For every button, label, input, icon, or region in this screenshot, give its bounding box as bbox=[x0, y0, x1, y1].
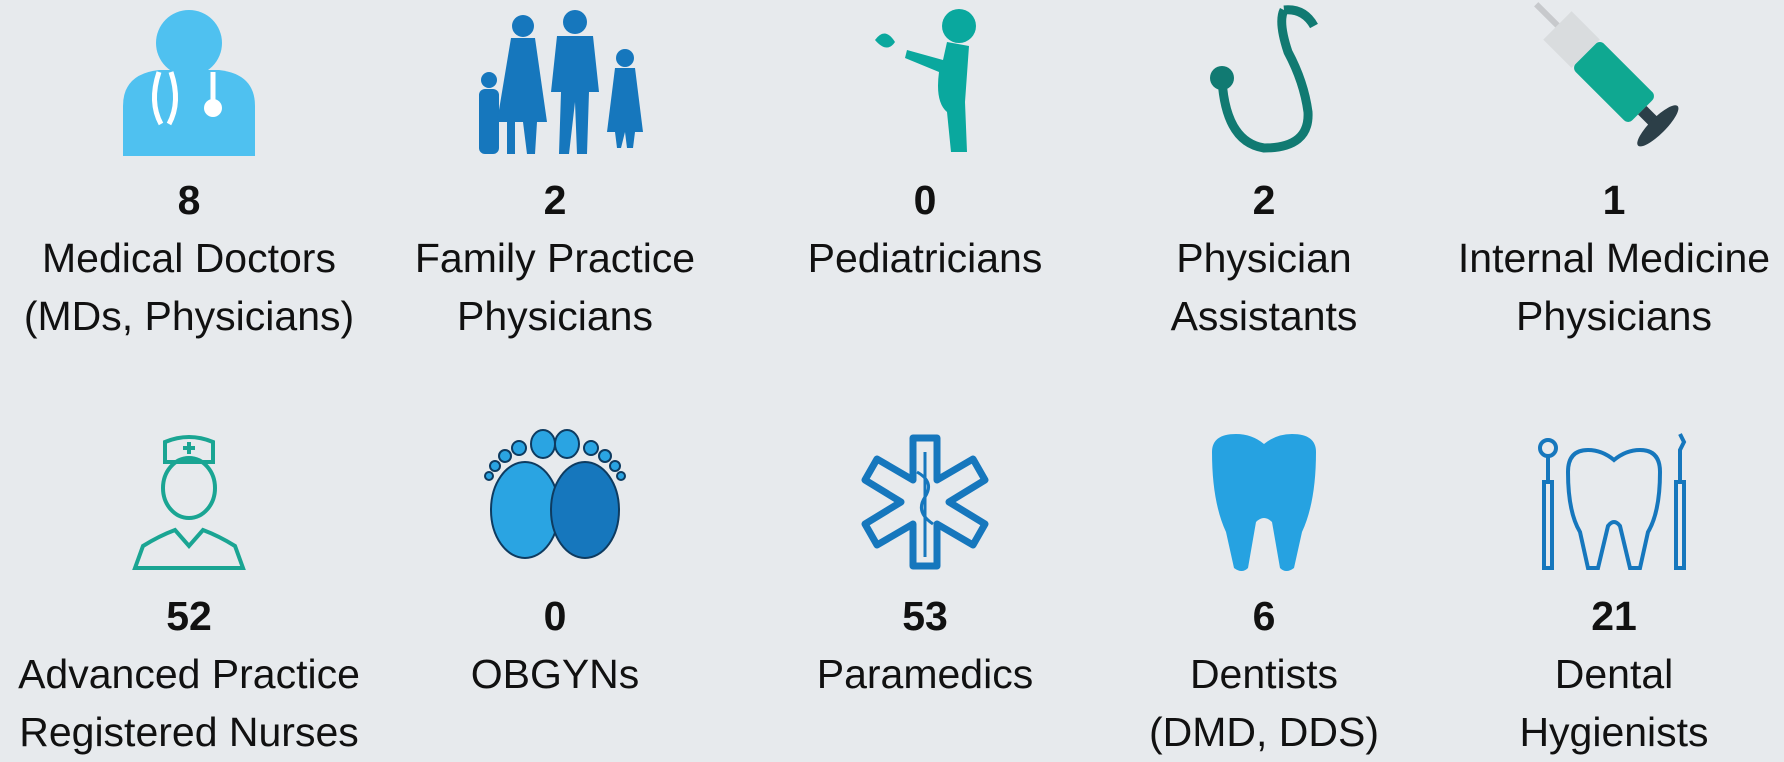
count: 0 bbox=[914, 177, 937, 223]
count: 52 bbox=[166, 593, 212, 639]
infographic: 8 Medical Doctors (MDs, Physicians) 2 Family… bbox=[0, 0, 1784, 762]
count: 8 bbox=[178, 177, 201, 223]
count: 0 bbox=[544, 593, 567, 639]
label: Physicians bbox=[457, 293, 653, 339]
label: Physicians bbox=[1516, 293, 1712, 339]
count: 53 bbox=[902, 593, 948, 639]
count: 1 bbox=[1603, 177, 1626, 223]
label: (MDs, Physicians) bbox=[24, 293, 354, 339]
count: 2 bbox=[1253, 177, 1276, 223]
label: OBGYNs bbox=[471, 651, 640, 697]
label: Registered Nurses bbox=[19, 709, 359, 755]
label: Dentists bbox=[1190, 651, 1338, 697]
label: Pediatricians bbox=[808, 235, 1043, 281]
count: 2 bbox=[544, 177, 567, 223]
count: 21 bbox=[1591, 593, 1637, 639]
label: Hygienists bbox=[1519, 709, 1708, 755]
label: Family Practice bbox=[415, 235, 695, 281]
label: Advanced Practice bbox=[18, 651, 360, 697]
label: Paramedics bbox=[817, 651, 1033, 697]
label: Medical Doctors bbox=[42, 235, 336, 281]
background bbox=[0, 0, 1784, 762]
label: Dental bbox=[1555, 651, 1674, 697]
label: Physician bbox=[1176, 235, 1351, 281]
label: Internal Medicine bbox=[1458, 235, 1770, 281]
label: Assistants bbox=[1171, 293, 1358, 339]
label: (DMD, DDS) bbox=[1149, 709, 1379, 755]
count: 6 bbox=[1253, 593, 1276, 639]
